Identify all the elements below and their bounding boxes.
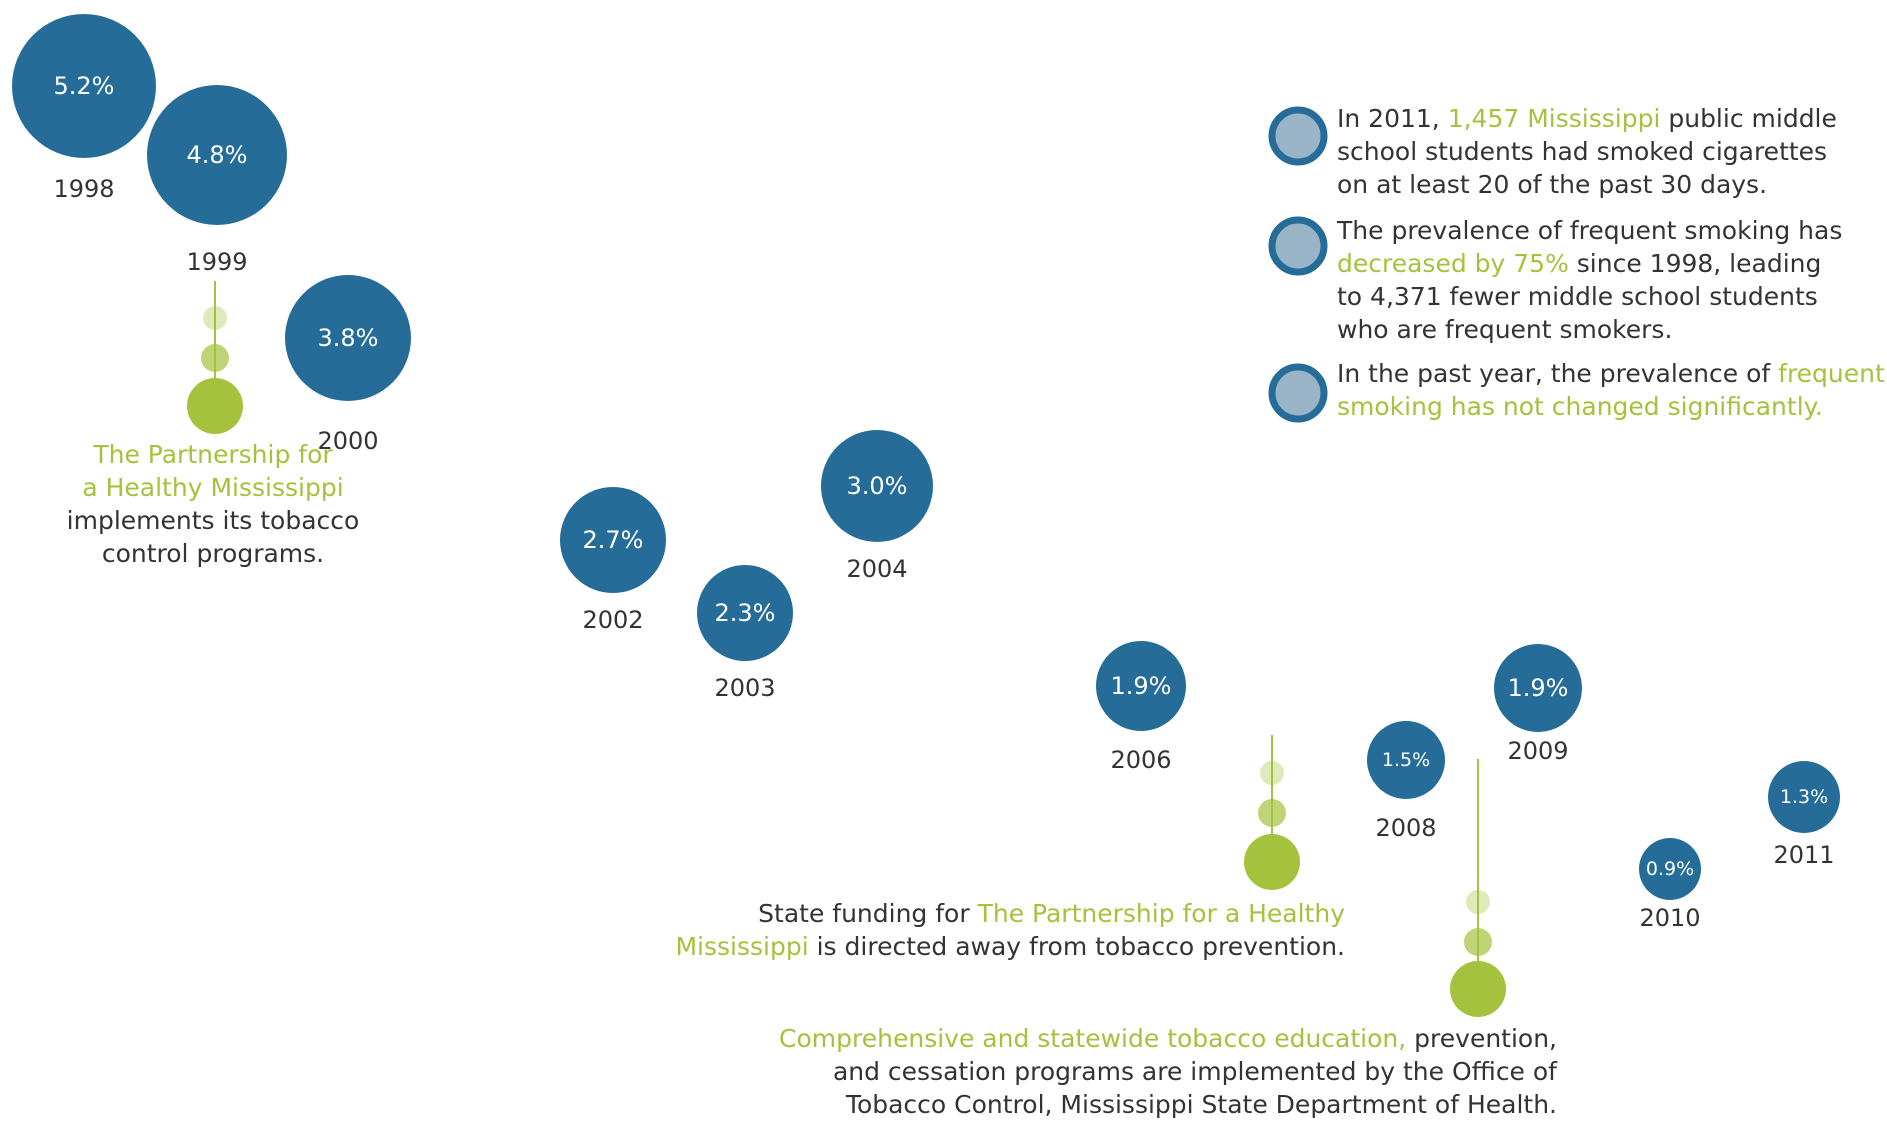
fact-3-icon [1268, 363, 1328, 423]
milestone-dot-large-2009 [1450, 961, 1506, 1017]
annotation-2007: State funding for The Partnership for a … [640, 897, 1345, 963]
year-label-2004: 2004 [846, 555, 907, 583]
bubble-2008 [1367, 721, 1445, 799]
bubble-value-2009: 1.9% [1508, 674, 1569, 702]
bubble-1999 [147, 85, 287, 225]
fact-2-line-4: who are frequent smokers. [1337, 315, 1673, 344]
bubble-2004 [821, 430, 933, 542]
milestone-dot-medium-2000 [201, 344, 229, 372]
annotation-2007-seg-4: is directed away from tobacco prevention… [808, 932, 1345, 961]
annotation-2007-line-1: State funding for The Partnership for a … [640, 897, 1345, 930]
fact-1-line-2: school students had smoked cigarettes [1337, 137, 1828, 166]
annotation-2007-seg-2: The Partnership for a Healthy [977, 899, 1345, 928]
bubble-2010 [1639, 838, 1701, 900]
annotation-2000-line-3: implements its tobacco [66, 506, 360, 535]
bubble-value-2004: 3.0% [847, 472, 908, 500]
fact-2-seg-2: decreased by 75% [1337, 249, 1569, 278]
milestone-dot-small-2000 [203, 306, 227, 330]
annotation-2009-line-2: and cessation programs are implemented b… [832, 1057, 1557, 1086]
bubble-2006 [1096, 641, 1186, 731]
fact-2-line-3: to 4,371 fewer middle school students [1337, 282, 1818, 311]
milestone-dot-medium-2007 [1258, 799, 1286, 827]
fact-1-seg-2: 1,457 Mississippi [1447, 104, 1661, 133]
fact-3-line-2: smoking has not changed significantly. [1337, 392, 1823, 421]
bubble-value-1998: 5.2% [54, 72, 115, 100]
fact-3-line-1: In the past year, the prevalence of freq… [1337, 357, 1885, 390]
year-label-2010: 2010 [1639, 904, 1700, 932]
bubble-value-2011: 1.3% [1780, 786, 1828, 808]
bubble-value-2010: 0.9% [1646, 858, 1694, 880]
annotation-2000: The Partnership for a Healthy Mississipp… [58, 438, 368, 570]
bubble-2009 [1494, 644, 1582, 732]
fact-1-text: In 2011, 1,457 Mississippi public middle… [1337, 102, 1877, 201]
fact-2-icon [1268, 216, 1328, 276]
bubble-value-1999: 4.8% [187, 141, 248, 169]
bubble-2002 [560, 487, 666, 593]
fact-1-line-1: In 2011, 1,457 Mississippi public middle [1337, 102, 1877, 135]
annotation-2009-seg-2: prevention, [1406, 1024, 1557, 1053]
milestone-dot-large-2000 [187, 378, 243, 434]
year-label-2008: 2008 [1375, 814, 1436, 842]
fact-2-line-1: The prevalence of frequent smoking has [1337, 216, 1843, 245]
milestone-dot-small-2007 [1260, 761, 1284, 785]
annotation-2007-seg-1: State funding for [758, 899, 978, 928]
bubble-value-2008: 1.5% [1382, 749, 1430, 771]
year-label-1998: 1998 [53, 175, 114, 203]
annotation-2009: Comprehensive and statewide tobacco educ… [740, 1022, 1557, 1121]
bubble-value-2000: 3.8% [318, 324, 379, 352]
year-label-1999: 1999 [186, 248, 247, 276]
fact-1-seg-1: In 2011, [1337, 104, 1448, 133]
annotation-2009-line-3: Tobacco Control, Mississippi State Depar… [845, 1090, 1557, 1119]
bubble-value-2003: 2.3% [715, 599, 776, 627]
annotation-2009-line-1: Comprehensive and statewide tobacco educ… [740, 1022, 1557, 1055]
year-label-2000: 2000 [317, 427, 378, 455]
annotation-2007-seg-3: Mississippi [675, 932, 809, 961]
fact-1-seg-3: public middle [1660, 104, 1837, 133]
bubble-2011 [1768, 761, 1840, 833]
year-label-2009: 2009 [1507, 737, 1568, 765]
bubble-2000 [285, 275, 411, 401]
fact-1-line-3: on at least 20 of the past 30 days. [1337, 170, 1768, 199]
bubble-value-2002: 2.7% [583, 526, 644, 554]
bubble-1998 [12, 14, 156, 158]
fact-2-line-2: decreased by 75% since 1998, leading [1337, 247, 1877, 280]
fact-3-text: In the past year, the prevalence of freq… [1337, 357, 1885, 423]
fact-2-text: The prevalence of frequent smoking has d… [1337, 214, 1877, 346]
fact-3-seg-2: frequent [1778, 359, 1885, 388]
annotation-2000-line-4: control programs. [101, 539, 325, 568]
year-label-2011: 2011 [1773, 841, 1834, 869]
year-label-2003: 2003 [714, 674, 775, 702]
bubble-2003 [697, 565, 793, 661]
fact-3-seg-1: In the past year, the prevalence of [1337, 359, 1779, 388]
annotation-2000-line-2: a Healthy Mississippi [82, 473, 344, 502]
milestone-dot-small-2009 [1466, 890, 1490, 914]
year-label-2002: 2002 [582, 606, 643, 634]
annotation-2009-seg-1: Comprehensive and statewide tobacco educ… [779, 1024, 1407, 1053]
annotation-2007-line-2: Mississippi is directed away from tobacc… [640, 930, 1345, 963]
milestone-dot-large-2007 [1244, 834, 1300, 890]
year-label-2006: 2006 [1110, 746, 1171, 774]
milestone-dot-medium-2009 [1464, 928, 1492, 956]
annotation-2000-line-1: The Partnership for [93, 440, 333, 469]
bubble-value-2006: 1.9% [1111, 672, 1172, 700]
fact-1-icon [1268, 106, 1328, 166]
fact-2-seg-3: since 1998, leading [1568, 249, 1822, 278]
